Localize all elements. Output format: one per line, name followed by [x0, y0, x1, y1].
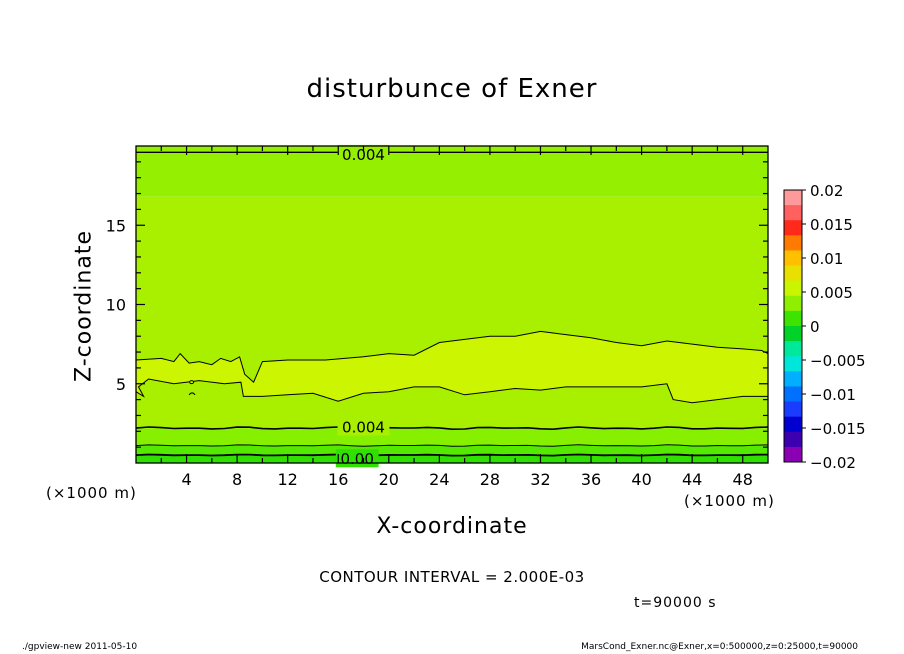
contour-label: 0.004: [342, 146, 385, 164]
y-tick-label: 5: [116, 375, 126, 394]
contour-interval-text: CONTOUR INTERVAL = 2.000E-03: [319, 568, 585, 586]
x-tick-label: 40: [631, 470, 651, 489]
x-tick-label: 36: [581, 470, 601, 489]
colorbar-tick-label: −0.01: [810, 386, 856, 404]
x-tick-label: 32: [530, 470, 550, 489]
contour-line-0.004: [135, 426, 769, 431]
y-tick-label: 15: [106, 216, 126, 235]
y-axis-label: Z-coordinate: [71, 230, 97, 382]
axis-ticks: [136, 146, 768, 463]
band-4: [136, 146, 768, 197]
colorbar-tick-label: 0.02: [810, 182, 843, 200]
colorbar-segment: [784, 416, 802, 433]
contour-label-bg: [337, 144, 390, 163]
x-tick-label: 24: [429, 470, 449, 489]
contour-island: [189, 380, 195, 385]
x-tick-label: 44: [682, 470, 702, 489]
colorbar-segment: [784, 235, 802, 251]
band-0: [136, 455, 768, 463]
contour-label-bg: [337, 417, 390, 436]
time-label: t=90000 s: [634, 595, 717, 611]
colorbar-tick-label: 0.01: [810, 250, 843, 268]
colorbar: 0.02 0.015 0.01 0.005 0 −0.005 −0.01 −0.015 −0.0…: [783, 182, 866, 472]
colorbar-segment: [784, 280, 802, 297]
colorbar-segment: [784, 205, 802, 221]
colorbar-segment: [784, 431, 802, 448]
x-tick-label: 12: [278, 470, 298, 489]
x-unit-left: (×1000 m): [46, 484, 137, 502]
colorbar-tick-label: −0.005: [810, 352, 866, 370]
colorbar-segment: [784, 220, 802, 236]
chart-title: disturbunce of Exner: [306, 74, 598, 104]
colorbar-tick-label: 0.005: [810, 284, 853, 302]
colorbar-segment: [784, 356, 802, 372]
band-1: [136, 445, 768, 456]
colorbar-segment: [784, 295, 802, 312]
x-tick-label: 8: [232, 470, 242, 489]
colorbar-segment: [784, 250, 802, 267]
x-tick-label: 28: [480, 470, 500, 489]
contour-line-0.002: [135, 444, 769, 447]
footer-left: ./gpview-new 2011-05-10: [22, 642, 138, 652]
colorbar-segment: [784, 310, 802, 327]
y-tick-label: 10: [106, 296, 126, 315]
colorbar-segment: [784, 401, 802, 418]
contour-label: 0.004: [342, 419, 385, 437]
colorbar-tick-label: 0.015: [810, 216, 853, 234]
colorbar-tick-label: −0.015: [810, 420, 866, 438]
colorbar-segment: [784, 371, 802, 387]
contour-lines: [135, 151, 769, 457]
contour-island-arc: [188, 392, 196, 396]
contour-label: 0.00: [340, 450, 373, 468]
x-tick-label: 48: [733, 470, 753, 489]
x-tick-label: 16: [328, 470, 348, 489]
contour-line-0.000: [135, 453, 769, 457]
colorbar-tick-label: 0: [810, 318, 820, 336]
colorbar-tick-label: −0.02: [810, 454, 856, 472]
x-tick-label: 4: [181, 470, 191, 489]
footer-right: MarsCond_Exner.nc@Exner,x=0:500000,z=0:2…: [581, 642, 858, 652]
colorbar-segment: [784, 446, 802, 463]
colorbar-segment: [784, 326, 802, 342]
colorbar-segment: [784, 265, 802, 282]
colorbar-segment: [784, 190, 802, 206]
filled-contour-bands: [136, 146, 768, 463]
x-tick-label: 20: [379, 470, 399, 489]
x-axis-label: X-coordinate: [376, 514, 528, 539]
band-2: [136, 428, 768, 446]
x-unit-right: (×1000 m): [684, 492, 775, 510]
colorbar-segment: [784, 386, 802, 403]
colorbar-segment: [784, 341, 802, 357]
